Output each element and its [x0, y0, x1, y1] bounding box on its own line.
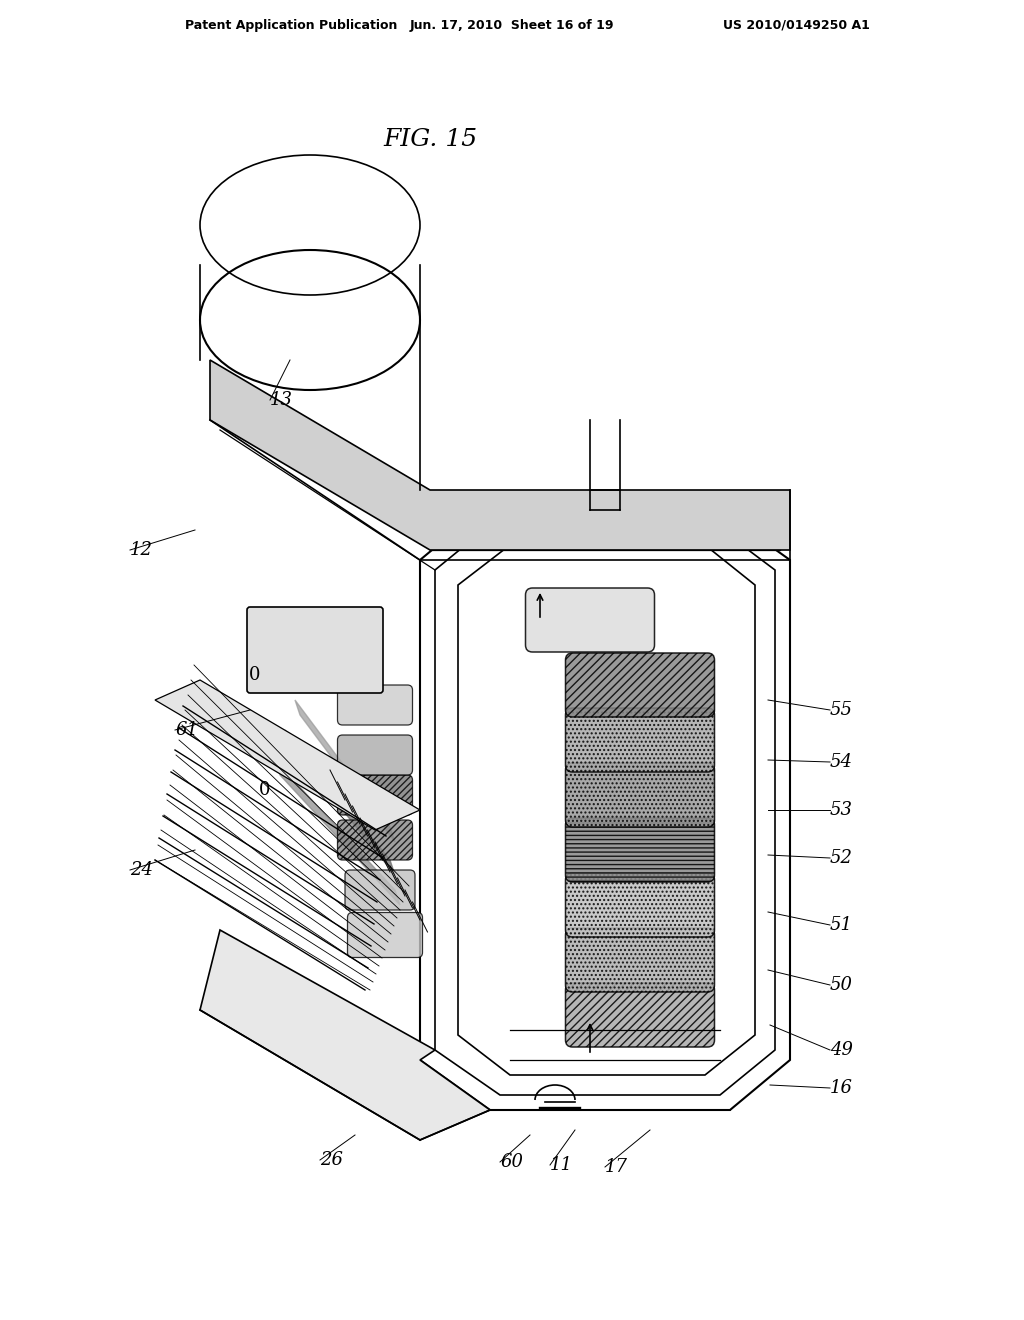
Text: 17: 17: [605, 1158, 628, 1176]
Text: 54: 54: [830, 752, 853, 771]
FancyBboxPatch shape: [247, 607, 383, 693]
Polygon shape: [155, 680, 420, 830]
Text: 26: 26: [319, 1151, 343, 1170]
Polygon shape: [210, 360, 790, 550]
FancyBboxPatch shape: [565, 873, 715, 937]
Polygon shape: [285, 730, 395, 875]
FancyBboxPatch shape: [565, 928, 715, 993]
Text: 50: 50: [830, 975, 853, 994]
Text: FIG. 15: FIG. 15: [383, 128, 477, 152]
Text: 13: 13: [270, 391, 293, 409]
Text: 11: 11: [550, 1156, 573, 1173]
FancyBboxPatch shape: [565, 983, 715, 1047]
Text: Patent Application Publication: Patent Application Publication: [185, 18, 397, 32]
FancyBboxPatch shape: [525, 587, 654, 652]
Text: 52: 52: [830, 849, 853, 867]
Polygon shape: [275, 760, 400, 906]
FancyBboxPatch shape: [338, 775, 413, 814]
FancyBboxPatch shape: [338, 735, 413, 775]
Text: 53: 53: [830, 801, 853, 818]
FancyBboxPatch shape: [338, 820, 413, 861]
FancyBboxPatch shape: [345, 870, 415, 909]
Polygon shape: [295, 700, 395, 842]
Text: US 2010/0149250 A1: US 2010/0149250 A1: [723, 18, 870, 32]
Text: 0: 0: [249, 667, 261, 684]
Text: 0: 0: [259, 781, 270, 799]
Text: 24: 24: [130, 861, 153, 879]
Polygon shape: [200, 931, 490, 1140]
Text: Jun. 17, 2010  Sheet 16 of 19: Jun. 17, 2010 Sheet 16 of 19: [410, 18, 614, 32]
FancyBboxPatch shape: [565, 708, 715, 772]
Text: 61: 61: [175, 721, 198, 739]
Text: 55: 55: [830, 701, 853, 719]
FancyBboxPatch shape: [565, 818, 715, 882]
Text: 49: 49: [830, 1041, 853, 1059]
Text: 12: 12: [130, 541, 153, 558]
Text: 51: 51: [830, 916, 853, 935]
FancyBboxPatch shape: [565, 653, 715, 717]
Text: 16: 16: [830, 1078, 853, 1097]
FancyBboxPatch shape: [338, 685, 413, 725]
FancyBboxPatch shape: [347, 912, 423, 957]
Text: 60: 60: [500, 1152, 523, 1171]
FancyBboxPatch shape: [565, 763, 715, 828]
